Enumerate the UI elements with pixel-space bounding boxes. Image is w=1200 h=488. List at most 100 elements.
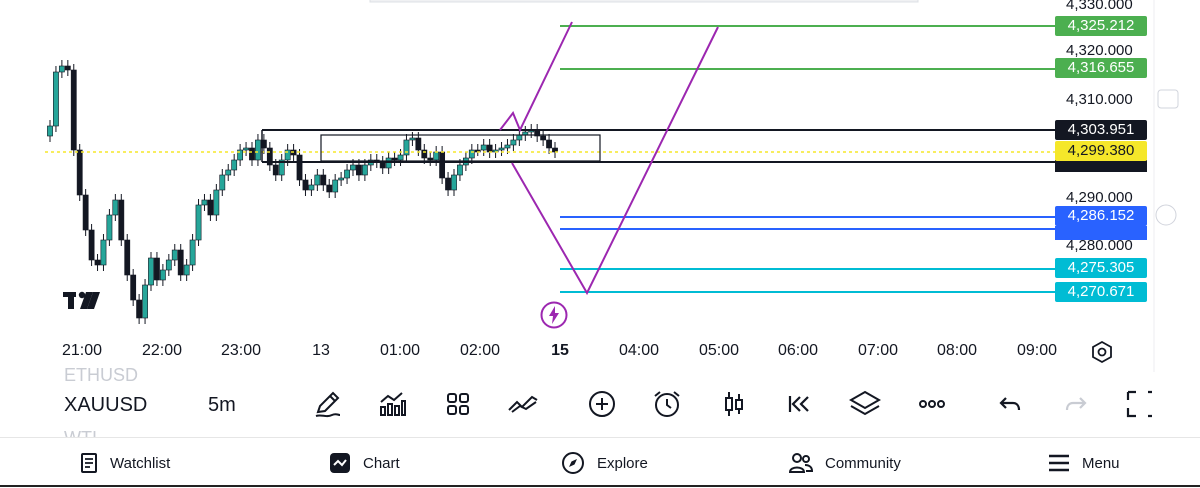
chart-settings-icon[interactable] [1090,340,1114,364]
candle-body [361,164,368,176]
time-axis-label: 02:00 [459,342,501,359]
price-chart[interactable] [0,0,1200,372]
symbol-current[interactable]: XAUUSD 5m [64,394,236,417]
candle-body [356,164,362,176]
price-axis-label: 4,280.000 [1066,237,1133,254]
candle-body [421,149,428,159]
candle-body [195,204,202,241]
top-dialog-edge [369,0,919,3]
price-tag-black-2 [1055,160,1147,172]
candle-body [112,199,119,216]
candle-body [486,144,493,153]
candle-body [409,137,416,141]
more-icon[interactable] [916,388,948,420]
pencil-icon[interactable] [312,388,344,420]
candle-body [88,229,95,261]
candle-body [350,164,356,171]
add-icon[interactable] [586,388,618,420]
candle-body [320,174,327,186]
candle-body [415,137,422,151]
candle-body [183,264,190,276]
candle-body [504,144,511,149]
alarm-icon[interactable] [651,388,683,420]
menu-icon [1049,454,1069,472]
time-axis-label: 01:00 [379,342,421,359]
candles-group [47,60,558,324]
candle-body [219,174,226,191]
candle-body [142,284,148,319]
candle-body [284,149,291,161]
time-axis-label: 09:00 [1016,342,1058,359]
candle-body [451,174,457,191]
drawings-icon[interactable] [506,388,538,420]
undo-icon[interactable] [994,388,1026,420]
candle-body [106,214,113,241]
candle-body [278,159,285,176]
candle-body [243,147,249,151]
price-tag-current: 4,299.380 [1055,141,1147,161]
price-tag-blue-2 [1055,226,1147,240]
candle-body [82,194,89,231]
time-axis-label: 04:00 [618,342,660,359]
nav-menu-label: Menu [1082,454,1120,472]
symbol-next[interactable]: WTI 15m [64,428,97,437]
candle-body [457,164,463,176]
price-tag-cyan-2: 4,270.671 [1055,282,1147,302]
candle-body [159,269,166,281]
price-axis-label: 4,310.000 [1066,91,1133,108]
nav-chart[interactable]: Chart [329,438,400,488]
candles-icon[interactable] [718,388,750,420]
price-axis-label: 4,320.000 [1066,42,1133,59]
chart-area[interactable]: 4,330.000 4,320.000 4,310.000 4,290.000 … [0,0,1200,372]
projection-up-line [499,21,573,133]
nav-menu[interactable]: Menu [1048,438,1120,488]
candle-body [47,125,53,137]
candle-body [124,239,131,276]
candle-body [213,189,220,216]
candle-body [189,239,196,266]
candle-body [302,179,309,191]
price-tag-green-1: 4,325.212 [1055,16,1147,36]
candle-body [332,179,339,193]
candle-body [326,184,333,193]
time-axis-label: 22:00 [141,342,183,359]
replay-icon[interactable] [782,388,814,420]
candle-body [338,177,345,181]
symbol-prev[interactable]: ETHUSD 1m [64,365,138,383]
fullscreen-icon[interactable] [1124,388,1156,420]
consolidation-box [320,134,601,162]
tradingview-logo [63,291,100,309]
candle-body [272,164,279,176]
time-axis-label: 13 [312,342,330,359]
nav-watchlist-label: Watchlist [110,454,171,472]
candle-body [100,239,107,266]
candle-body [266,147,273,166]
time-axis-label: 08:00 [936,342,978,359]
candle-body [308,184,315,191]
candle-body [255,139,261,161]
nav-explore[interactable]: Explore [561,438,648,488]
lightning-icon[interactable] [539,300,569,330]
nav-watchlist[interactable]: Watchlist [80,438,170,488]
candle-body [154,257,160,281]
layers-icon[interactable] [848,388,882,420]
time-axis-label: 15 [551,342,569,359]
candle-body [177,249,184,276]
candle-body [237,149,244,161]
nav-community[interactable]: Community [789,438,901,488]
candle-body [249,147,255,161]
price-tag-cyan-1: 4,275.305 [1055,258,1147,278]
indicators-icon[interactable] [376,388,408,420]
nav-explore-label: Explore [597,454,648,472]
symbol-current-name: XAUUSD [64,394,148,416]
candle-body [480,144,487,151]
nav-community-label: Community [825,454,901,472]
compass-icon [562,452,584,474]
candle-body [76,149,83,196]
time-axis-label: 21:00 [61,342,103,359]
side-control-circle [1155,204,1177,226]
time-axis-label: 06:00 [777,342,819,359]
candle-body [546,139,552,149]
community-icon [789,453,813,473]
layouts-icon[interactable] [442,388,474,420]
